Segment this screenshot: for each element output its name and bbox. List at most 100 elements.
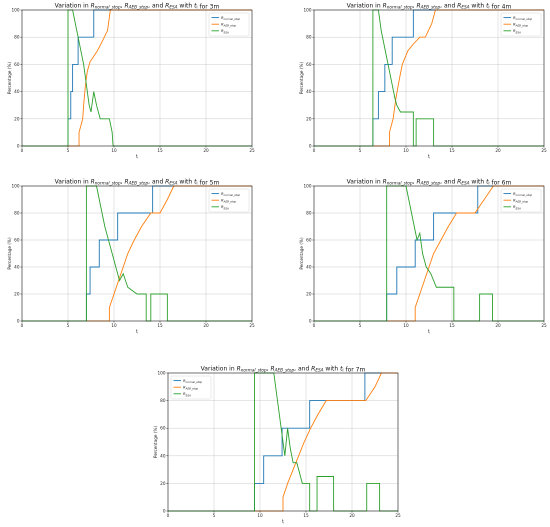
x-tick-label: 0 — [21, 323, 24, 328]
y-tick-label: 100 — [12, 184, 20, 189]
y-tick-label: 80 — [14, 35, 20, 40]
y-tick-label: 0 — [17, 319, 20, 324]
legend-box — [208, 12, 250, 37]
legend-box — [500, 12, 542, 37]
legend-entry: Rnormal_stop​ — [221, 15, 240, 21]
legend-box — [500, 188, 542, 213]
chart-title: Variation in Rnormal_stop​, RAEB_stop​, … — [55, 179, 220, 187]
legend-entry: RESA​ — [221, 28, 229, 34]
x-tick-label: 10 — [403, 148, 409, 153]
y-tick-label: 60 — [14, 62, 20, 67]
x-tick-label: 10 — [111, 148, 117, 153]
y-tick-label: 20 — [306, 116, 312, 121]
chart-3: 0 5 10 15 20 25 0 20 40 60 80 100 Variation in Rnorm… — [7, 179, 255, 335]
legend-box — [170, 375, 212, 400]
y-tick-label: 100 — [158, 371, 166, 376]
y-tick-label: 60 — [14, 238, 20, 243]
x-axis-label: ti — [282, 519, 285, 525]
x-tick-label: 25 — [249, 148, 255, 153]
y-tick-label: 60 — [306, 238, 312, 243]
x-tick-label: 15 — [303, 513, 309, 518]
x-tick-label: 0 — [313, 323, 316, 328]
series-line-r-aeb-stop — [22, 185, 252, 322]
x-axis-label: ti — [428, 154, 431, 160]
y-tick-label: 20 — [14, 116, 20, 121]
y-tick-label: 60 — [160, 426, 166, 431]
x-tick-label: 15 — [157, 323, 163, 328]
series-line-r-aeb-stop — [314, 9, 544, 147]
legend-entry: RAEB_stop​ — [183, 385, 198, 391]
y-axis-label: Percentage (%) — [299, 237, 304, 270]
y-axis-label: Percentage (%) — [153, 426, 158, 459]
y-axis-label: Percentage (%) — [7, 62, 12, 95]
y-axis-label: Percentage (%) — [299, 62, 304, 95]
legend-box — [208, 188, 250, 213]
x-tick-label: 15 — [449, 148, 455, 153]
x-axis-label: ti — [136, 154, 139, 160]
x-tick-label: 20 — [203, 323, 209, 328]
x-tick-label: 0 — [313, 148, 316, 153]
legend: Rnormal_stop​RAEB_stop​RESA​ — [500, 188, 542, 213]
x-tick-label: 25 — [395, 513, 401, 518]
chart-4: 0 5 10 15 20 25 0 20 40 60 80 100 Variation in Rnorm… — [299, 179, 547, 335]
y-tick-label: 20 — [14, 292, 20, 297]
plot-frame — [21, 185, 253, 322]
x-axis-label: ti — [428, 329, 431, 335]
x-tick-label: 25 — [541, 148, 547, 153]
plot-frame — [21, 9, 253, 147]
legend-entry: RAEB_stop​ — [513, 198, 528, 204]
x-tick-label: 20 — [203, 148, 209, 153]
y-tick-label: 100 — [12, 8, 20, 13]
x-axis-label: ti — [136, 329, 139, 335]
plot-frame — [167, 372, 399, 512]
y-axis-label: Percentage (%) — [7, 237, 12, 270]
legend: Rnormal_stop​RAEB_stop​RESA​ — [208, 12, 250, 37]
series-line-r-aeb-stop — [168, 372, 398, 512]
y-tick-label: 80 — [306, 35, 312, 40]
y-tick-label: 40 — [306, 265, 312, 270]
y-tick-label: 20 — [306, 292, 312, 297]
legend-entry: RAEB_stop​ — [513, 22, 528, 28]
chart-title: Variation in Rnormal_stop​, RAEB_stop​, … — [201, 366, 366, 374]
series-line-r-esa — [22, 185, 252, 322]
y-tick-label: 0 — [17, 144, 20, 149]
x-tick-label: 5 — [67, 323, 70, 328]
x-tick-label: 5 — [359, 323, 362, 328]
x-tick-label: 5 — [67, 148, 70, 153]
chart-2: 0 5 10 15 20 25 0 20 40 60 80 100 Variation in Rnorm… — [299, 3, 547, 160]
legend-entry: RESA​ — [513, 28, 521, 34]
legend-entry: Rnormal_stop​ — [513, 15, 532, 21]
plot-frame — [313, 185, 545, 322]
series-line-r-aeb-stop — [314, 185, 544, 322]
legend-entry: RESA​ — [513, 204, 521, 210]
x-tick-label: 20 — [349, 513, 355, 518]
y-tick-label: 0 — [163, 509, 166, 514]
legend-entry: Rnormal_stop​ — [183, 378, 202, 384]
legend-entry: Rnormal_stop​ — [513, 191, 532, 197]
y-tick-label: 60 — [306, 62, 312, 67]
x-tick-label: 15 — [449, 323, 455, 328]
x-tick-label: 0 — [21, 148, 24, 153]
x-tick-label: 0 — [167, 513, 170, 518]
legend-entry: RAEB_stop​ — [221, 22, 236, 28]
series-line-r-esa — [168, 372, 398, 512]
y-tick-label: 100 — [304, 8, 312, 13]
x-tick-label: 10 — [257, 513, 263, 518]
series-line-r-aeb-stop — [22, 9, 252, 147]
y-tick-label: 80 — [306, 211, 312, 216]
plot-frame — [313, 9, 545, 147]
x-tick-label: 5 — [213, 513, 216, 518]
legend-entry: RESA​ — [183, 391, 191, 397]
series-line-r-esa — [314, 9, 544, 147]
y-tick-label: 40 — [306, 89, 312, 94]
y-tick-label: 0 — [309, 319, 312, 324]
y-tick-label: 80 — [160, 398, 166, 403]
x-tick-label: 15 — [157, 148, 163, 153]
legend-entry: Rnormal_stop​ — [221, 191, 240, 197]
y-tick-label: 20 — [160, 481, 166, 486]
chart-title: Variation in Rnormal_stop​, RAEB_stop​, … — [55, 3, 220, 11]
x-tick-label: 25 — [249, 323, 255, 328]
legend: Rnormal_stop​RAEB_stop​RESA​ — [170, 375, 212, 400]
x-tick-label: 10 — [111, 323, 117, 328]
x-tick-label: 20 — [495, 323, 501, 328]
